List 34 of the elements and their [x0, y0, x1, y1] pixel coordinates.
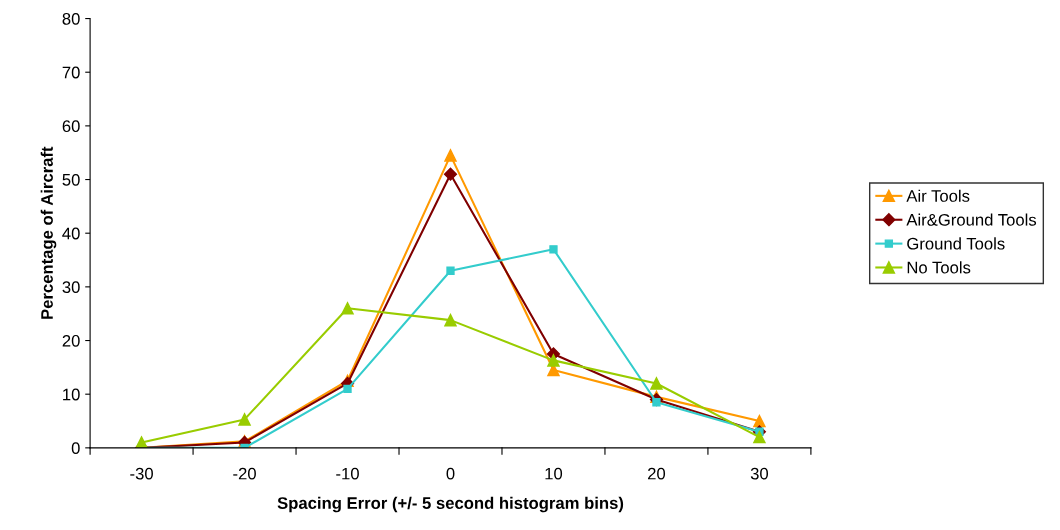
x-tick-label: 30 [750, 467, 769, 480]
y-tick-label: 20 [62, 334, 80, 347]
y-tick-label: 40 [62, 227, 80, 240]
legend-label: Air&Ground Tools [906, 213, 1037, 226]
point [444, 149, 457, 162]
x-tick-label: 0 [446, 467, 455, 480]
x-tick-label: 10 [545, 467, 563, 480]
legend-label: No Tools [907, 261, 971, 274]
point [549, 245, 558, 254]
point [444, 313, 457, 327]
point [650, 377, 663, 390]
point [343, 384, 352, 393]
x-axis-title: Spacing Error (+/- 5 second histogram bins) [277, 496, 624, 513]
point [547, 354, 560, 367]
y-axis-title: Percentage of Aircraft [40, 146, 57, 319]
x-tick-label: 20 [648, 467, 666, 480]
point [753, 430, 766, 444]
x-tick-label: -20 [233, 467, 256, 480]
y-tick-label: 80 [62, 12, 80, 25]
point [341, 302, 354, 315]
legend-label: Air Tools [906, 189, 970, 202]
y-tick-label: 70 [62, 66, 80, 79]
point [446, 266, 455, 275]
legend-label: Ground Tools [907, 237, 1005, 250]
y-tick-label: 0 [71, 442, 80, 455]
point [753, 414, 766, 428]
y-tick-label: 60 [62, 120, 80, 133]
point [238, 413, 251, 426]
x-tick-label: -10 [336, 467, 359, 480]
x-tick-label: -30 [130, 467, 153, 480]
y-tick-label: 10 [63, 388, 80, 401]
point [443, 167, 458, 181]
y-tick-label: 30 [62, 281, 80, 294]
y-tick-label: 50 [62, 173, 80, 186]
